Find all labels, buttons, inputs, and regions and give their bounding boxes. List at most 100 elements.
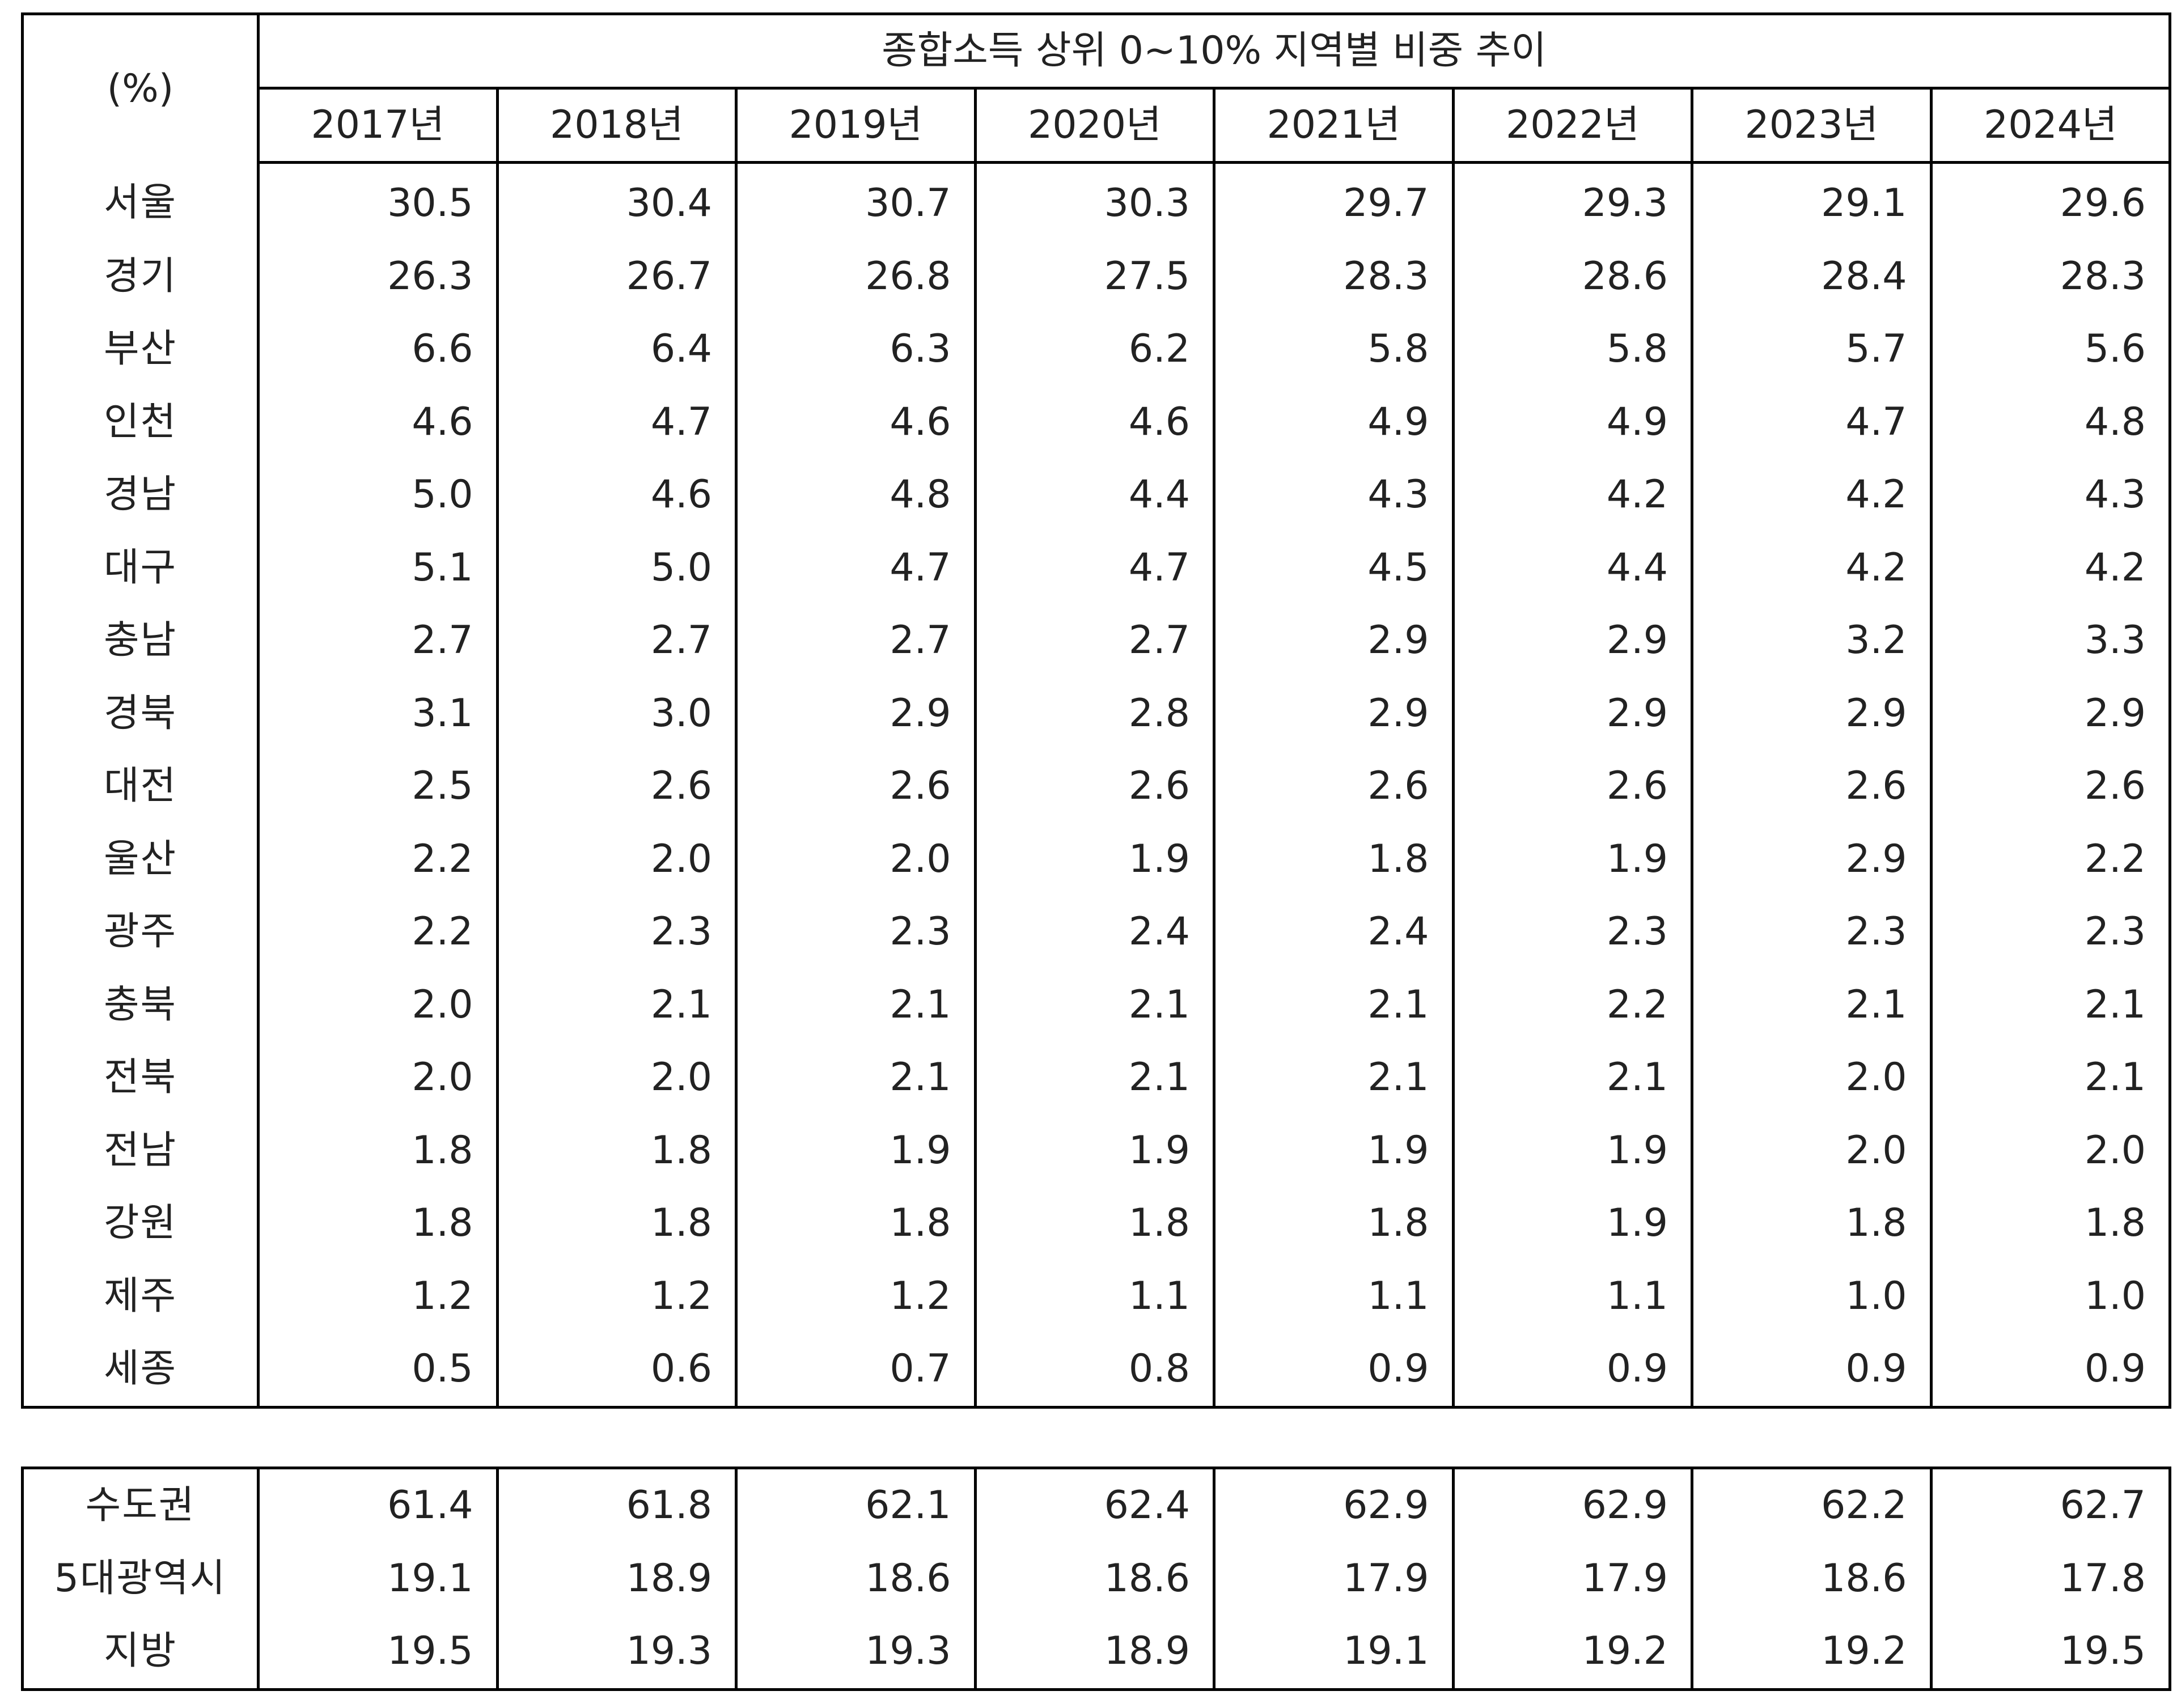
value-cell: 1.9	[1451, 823, 1693, 896]
value-cell: 19.5	[257, 1615, 499, 1689]
aggregate-table: 수도권 61.4 61.8 62.1 62.4 62.9 62.9 62.2 62.7 5대광역시…	[21, 1467, 2171, 1691]
value-cell: 4.5	[1213, 531, 1455, 604]
value-cell: 30.7	[735, 162, 977, 240]
value-cell: 19.1	[257, 1542, 499, 1615]
value-cell: 1.8	[1929, 1187, 2171, 1260]
value-cell: 2.0	[257, 1041, 499, 1114]
value-cell: 6.3	[735, 313, 977, 386]
value-cell: 1.1	[1451, 1260, 1693, 1333]
value-cell: 0.9	[1213, 1333, 1455, 1407]
table-row: 대전 2.5 2.6 2.6 2.6 2.6 2.6 2.6 2.6	[21, 750, 2171, 823]
year-header: 2018년	[495, 87, 738, 164]
value-cell: 30.5	[257, 162, 499, 240]
table-row: 경남 5.0 4.6 4.8 4.4 4.3 4.2 4.2 4.3	[21, 459, 2171, 532]
row-label: 충남	[21, 604, 260, 677]
table-row: 세종 0.5 0.6 0.7 0.8 0.9 0.9 0.9 0.9	[21, 1333, 2171, 1407]
value-cell: 4.9	[1213, 385, 1455, 459]
value-cell: 5.7	[1691, 313, 1933, 386]
value-cell: 6.4	[495, 313, 738, 386]
value-cell: 26.3	[257, 240, 499, 313]
value-cell: 2.1	[973, 1041, 1215, 1114]
unit-label: (%)	[21, 14, 260, 163]
value-cell: 1.0	[1691, 1260, 1933, 1333]
value-cell: 2.7	[257, 604, 499, 677]
row-label: 세종	[21, 1333, 260, 1407]
value-cell: 19.2	[1691, 1615, 1933, 1689]
value-cell: 1.8	[1213, 823, 1455, 896]
value-cell: 5.1	[257, 531, 499, 604]
value-cell: 2.9	[1929, 677, 2171, 750]
value-cell: 1.2	[495, 1260, 738, 1333]
value-cell: 5.0	[495, 531, 738, 604]
value-cell: 2.0	[257, 968, 499, 1041]
table-row: 지방 19.5 19.3 19.3 18.9 19.1 19.2 19.2 19.5	[21, 1615, 2171, 1689]
value-cell: 2.6	[1213, 750, 1455, 823]
year-header: 2024년	[1929, 87, 2171, 164]
value-cell: 28.3	[1929, 240, 2171, 313]
value-cell: 62.2	[1691, 1468, 1933, 1542]
region-share-table: (%) 종합소득 상위 0~10% 지역별 비중 추이 2017년 2018년 …	[21, 12, 2171, 1409]
year-header-row: 2017년 2018년 2019년 2020년 2021년 2022년 2023…	[23, 87, 2171, 164]
row-label: 강원	[21, 1187, 260, 1260]
value-cell: 4.3	[1929, 459, 2171, 532]
value-cell: 1.1	[1213, 1260, 1455, 1333]
table-row: 강원 1.8 1.8 1.8 1.8 1.8 1.9 1.8 1.8	[21, 1187, 2171, 1260]
row-label: 수도권	[21, 1468, 260, 1542]
value-cell: 62.4	[973, 1468, 1215, 1542]
year-header: 2021년	[1213, 87, 1455, 164]
value-cell: 2.3	[495, 896, 738, 969]
value-cell: 61.4	[257, 1468, 499, 1542]
value-cell: 4.2	[1929, 531, 2171, 604]
value-cell: 2.2	[257, 896, 499, 969]
value-cell: 2.9	[1691, 677, 1933, 750]
row-label: 지방	[21, 1615, 260, 1689]
value-cell: 2.3	[735, 896, 977, 969]
table-row: 충북 2.0 2.1 2.1 2.1 2.1 2.2 2.1 2.1	[21, 968, 2171, 1041]
year-header: 2022년	[1451, 87, 1693, 164]
row-label: 대전	[21, 750, 260, 823]
value-cell: 2.0	[1691, 1114, 1933, 1187]
value-cell: 2.2	[257, 823, 499, 896]
value-cell: 18.6	[973, 1542, 1215, 1615]
row-label: 전남	[21, 1114, 260, 1187]
value-cell: 18.9	[973, 1615, 1215, 1689]
row-label: 경남	[21, 459, 260, 532]
value-cell: 5.8	[1451, 313, 1693, 386]
row-label: 경기	[21, 240, 260, 313]
value-cell: 29.7	[1213, 162, 1455, 240]
value-cell: 2.0	[495, 823, 738, 896]
value-cell: 29.6	[1929, 162, 2171, 240]
value-cell: 28.3	[1213, 240, 1455, 313]
year-header: 2017년	[257, 87, 499, 164]
row-label: 경북	[21, 677, 260, 750]
value-cell: 19.2	[1451, 1615, 1693, 1689]
value-cell: 2.8	[973, 677, 1215, 750]
value-cell: 1.2	[735, 1260, 977, 1333]
row-label: 서울	[21, 162, 260, 240]
value-cell: 18.6	[735, 1542, 977, 1615]
value-cell: 0.9	[1691, 1333, 1933, 1407]
table-row: 대구 5.1 5.0 4.7 4.7 4.5 4.4 4.2 4.2	[21, 531, 2171, 604]
value-cell: 4.4	[1451, 531, 1693, 604]
value-cell: 2.6	[1451, 750, 1693, 823]
value-cell: 2.6	[1691, 750, 1933, 823]
value-cell: 2.9	[1213, 604, 1455, 677]
value-cell: 4.2	[1691, 531, 1933, 604]
value-cell: 0.5	[257, 1333, 499, 1407]
value-cell: 0.6	[495, 1333, 738, 1407]
value-cell: 4.6	[973, 385, 1215, 459]
value-cell: 19.5	[1929, 1615, 2171, 1689]
value-cell: 2.3	[1451, 896, 1693, 969]
value-cell: 30.4	[495, 162, 738, 240]
value-cell: 2.0	[735, 823, 977, 896]
value-cell: 2.7	[973, 604, 1215, 677]
table-row: 5대광역시 19.1 18.9 18.6 18.6 17.9 17.9 18.6 17.8	[21, 1542, 2171, 1615]
value-cell: 4.7	[735, 531, 977, 604]
table-row: 수도권 61.4 61.8 62.1 62.4 62.9 62.9 62.2 62.7	[21, 1468, 2171, 1542]
value-cell: 62.9	[1213, 1468, 1455, 1542]
row-label: 충북	[21, 968, 260, 1041]
value-cell: 1.1	[973, 1260, 1215, 1333]
value-cell: 1.9	[1451, 1114, 1693, 1187]
row-label: 인천	[21, 385, 260, 459]
value-cell: 2.9	[1691, 823, 1933, 896]
